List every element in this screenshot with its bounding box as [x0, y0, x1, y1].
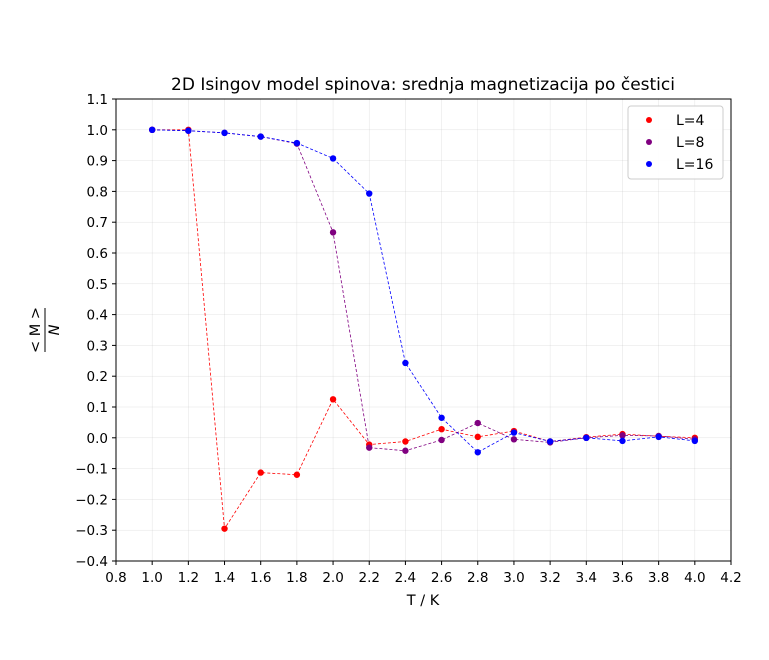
data-point-l4 [438, 425, 445, 433]
legend-marker-l4 [646, 117, 652, 123]
data-point-l16 [366, 190, 373, 197]
y-tick-label: −0.2 [75, 492, 108, 508]
plot-frame [115, 98, 732, 562]
x-tick-label: 2.8 [467, 570, 488, 586]
x-tick-label: 2.2 [358, 570, 379, 586]
y-tick-label: 0.1 [87, 400, 108, 416]
x-tick-label: 3.0 [503, 570, 524, 586]
data-point-l8 [619, 432, 626, 439]
x-tick-label: 1.8 [286, 570, 307, 586]
y-tick-label: 0.4 [87, 308, 108, 324]
y-tick-label: 1.1 [87, 92, 108, 108]
data-point-l4 [221, 525, 228, 532]
series-points [148, 126, 699, 532]
data-point-l8 [366, 444, 373, 451]
legend-label-l8: L=8 [676, 135, 704, 151]
data-point-l16 [474, 449, 481, 456]
y-tick-label: 0.6 [87, 246, 108, 262]
data-point-l16 [510, 429, 518, 436]
y-tick-label: 0.7 [87, 215, 108, 231]
data-point-l16 [148, 126, 156, 133]
legend-marker-l8 [646, 139, 652, 145]
data-point-l16 [257, 133, 264, 140]
data-point-l4 [329, 396, 337, 403]
y-tick-label: 0.2 [87, 369, 108, 385]
grid [115, 98, 732, 562]
x-axis-label: T / K [406, 593, 440, 609]
x-tick-label: 1.6 [250, 570, 271, 586]
data-point-l16 [583, 434, 590, 441]
data-point-l8 [510, 436, 518, 443]
x-tick-label: 4.2 [720, 570, 741, 586]
series-line-l16 [152, 129, 695, 453]
data-point-l16 [185, 127, 192, 134]
y-tick-label: 0.3 [87, 338, 108, 354]
legend: L=4 L=8 L=16 [627, 105, 724, 180]
x-tick-label: 1.2 [178, 570, 199, 586]
y-tick-label: −0.1 [75, 462, 108, 478]
y-tick-label: 0.8 [87, 184, 108, 200]
data-point-l4 [257, 469, 264, 476]
data-point-l4 [474, 433, 481, 441]
data-point-l16 [329, 155, 337, 162]
x-tick-label: 4.0 [684, 570, 705, 586]
data-point-l8 [402, 447, 409, 454]
y-tick-label: −0.4 [75, 554, 108, 570]
legend-label-l16: L=16 [676, 157, 713, 173]
y-tick-label: 0.0 [87, 431, 108, 447]
series-lines [152, 129, 695, 530]
y-axis-label-numerator: < M > [28, 307, 44, 353]
legend-marker-l16 [646, 161, 652, 167]
y-axis-label: < M > N [28, 307, 63, 353]
series-line-l4 [152, 129, 695, 530]
y-axis-label-denominator: N [47, 324, 63, 335]
axis-ticks: 0.8 1.0 1.2 1.4 1.6 1.8 2.0 2.2 2.4 2.6 2.8 3.0 3.2 3… [75, 92, 742, 586]
x-tick-label: 2.6 [431, 570, 452, 586]
data-point-l16 [402, 359, 409, 367]
data-point-l16 [438, 414, 445, 421]
x-tick-label: 3.8 [648, 570, 669, 586]
legend-label-l4: L=4 [676, 113, 705, 129]
data-point-l8 [329, 229, 337, 236]
data-point-l16 [221, 129, 228, 137]
x-tick-label: 3.4 [576, 570, 597, 586]
x-tick-label: 3.2 [539, 570, 560, 586]
data-point-l16 [546, 438, 554, 445]
x-tick-label: 2.4 [395, 570, 416, 586]
y-tick-label: 0.5 [87, 277, 108, 293]
legend-box [627, 105, 724, 180]
data-point-l8 [438, 436, 445, 444]
data-point-l16 [655, 433, 662, 441]
x-tick-label: 2.0 [322, 570, 343, 586]
data-point-l8 [474, 419, 481, 427]
x-tick-label: 3.6 [612, 570, 633, 586]
chart-title: 2D Isingov model spinova: srednja magnet… [171, 75, 675, 95]
y-tick-label: 1.0 [87, 123, 108, 139]
y-tick-label: 0.9 [87, 154, 108, 170]
y-tick-label: −0.3 [75, 523, 108, 539]
x-tick-label: 1.4 [214, 570, 235, 586]
data-point-l4 [293, 471, 301, 478]
data-point-l16 [691, 437, 699, 445]
data-point-l16 [619, 437, 626, 445]
x-tick-label: 1.0 [141, 570, 162, 586]
data-point-l4 [402, 438, 409, 445]
data-point-l16 [293, 139, 301, 147]
x-tick-label: 0.8 [105, 570, 126, 586]
